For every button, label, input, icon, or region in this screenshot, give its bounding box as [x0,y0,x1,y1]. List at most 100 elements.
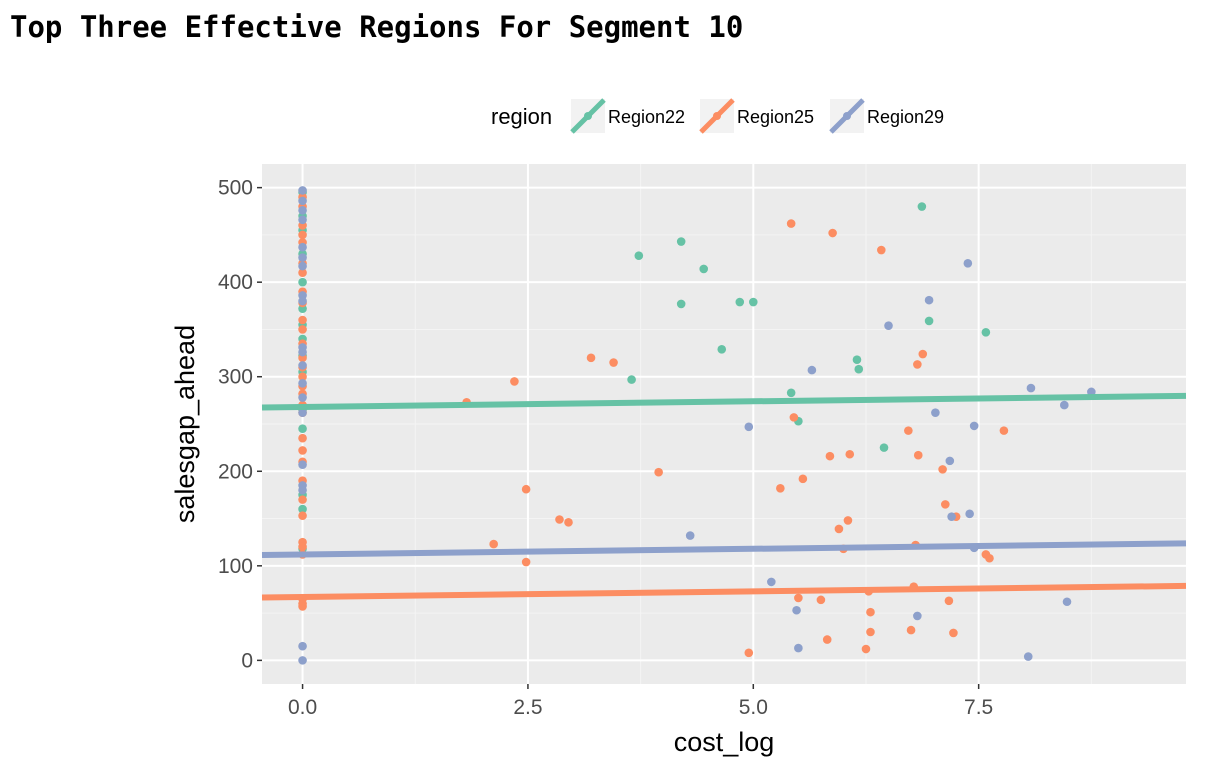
data-point-region22 [298,504,307,514]
y-tick-label: 300 [218,366,253,389]
data-point-region29 [924,295,934,305]
data-point-region25 [510,377,519,386]
data-point-region29 [969,421,979,431]
major-gridlines [262,164,1186,684]
data-point-region25 [298,268,307,278]
data-point-region25 [825,451,835,461]
data-point-region29 [1087,387,1096,397]
data-point-region22 [676,237,686,246]
data-point-region25 [298,511,307,521]
data-point-region25 [843,516,853,525]
x-tick-label: 7.5 [964,696,993,719]
data-point-region29 [298,215,307,225]
data-point-region25 [654,467,663,477]
data-point-region29 [298,379,307,388]
data-point-region25 [866,627,875,637]
data-point-region29 [792,605,801,615]
data-point-region25 [866,607,875,617]
data-point-region29 [298,656,307,665]
fit-line-region25 [261,582,1187,601]
data-point-region25 [786,219,796,228]
data-point-region25 [816,595,826,605]
data-point-region29 [298,186,307,195]
data-point-region29 [298,460,307,469]
data-point-region25 [861,644,871,654]
data-point-region25 [949,628,958,638]
data-point-region29 [298,242,307,252]
data-point-region25 [999,426,1009,435]
y-axis-title: salesgap_ahead [170,325,200,523]
data-point-region29 [913,611,922,621]
data-point-region29 [794,643,803,653]
data-point-region25 [298,433,307,443]
data-point-region25 [798,474,808,484]
legend-point-region22 [584,112,592,120]
data-point-region25 [828,228,837,238]
data-point-region22 [924,316,934,326]
data-point-region29 [685,531,695,540]
y-tick-label: 400 [218,271,253,294]
data-point-region25 [489,539,498,549]
data-point-region25 [609,358,618,367]
data-point-region22 [676,299,686,309]
data-point-region22 [852,355,862,365]
points-layer [298,186,1096,665]
data-point-region25 [564,518,573,527]
data-point-region29 [298,296,307,306]
data-point-region25 [521,484,531,494]
x-axis-title: cost_log [674,727,775,757]
data-point-region25 [906,625,916,635]
data-point-region29 [298,206,307,215]
data-point-region22 [298,424,307,434]
data-point-region25 [298,315,307,325]
data-point-region25 [904,426,913,435]
data-point-region22 [879,443,889,452]
data-point-region25 [918,349,928,359]
data-point-region25 [913,450,923,460]
data-point-region29 [807,365,817,375]
data-point-region25 [877,245,886,255]
data-point-region25 [298,325,307,334]
legend-point-region25 [713,112,721,120]
data-point-region29 [1060,400,1069,410]
data-point-region22 [627,375,636,384]
y-tick-label: 100 [218,555,253,578]
data-point-region25 [744,648,754,658]
data-point-region22 [748,297,758,307]
data-point-region29 [945,456,955,466]
data-point-region29 [947,512,956,521]
data-point-region25 [944,596,954,606]
data-point-region29 [965,509,974,519]
data-point-region29 [1062,597,1072,607]
data-point-region25 [555,515,564,524]
data-point-region22 [634,251,644,261]
data-point-region22 [717,345,727,354]
x-tick-label: 2.5 [513,696,542,719]
data-point-region29 [298,485,307,495]
data-point-region25 [845,449,855,459]
legend: region Region22 Region25 Region29 [491,98,944,134]
data-point-region29 [931,408,940,417]
data-point-region29 [884,321,893,330]
data-point-region25 [913,360,922,369]
data-point-region25 [298,372,307,382]
x-tick-label: 5.0 [739,696,768,719]
data-point-region25 [521,557,531,567]
legend-label-region29: Region29 [867,107,944,127]
y-tick-label: 500 [218,177,253,200]
legend-point-region29 [843,112,851,120]
data-point-region22 [981,327,991,337]
minor-gridlines [262,164,1186,684]
fit-lines-layer [261,392,1187,601]
legend-title: region [491,104,552,129]
data-point-region29 [298,361,307,370]
data-point-region22 [699,264,709,274]
page-title: Top Three Effective Regions For Segment … [10,10,744,44]
data-point-region22 [854,364,864,374]
data-point-region29 [963,258,973,268]
data-point-region29 [298,253,307,262]
x-tick-label: 0.0 [288,696,317,719]
fit-line-region29 [261,540,1187,558]
data-point-region22 [917,202,927,211]
data-point-region25 [586,353,596,363]
